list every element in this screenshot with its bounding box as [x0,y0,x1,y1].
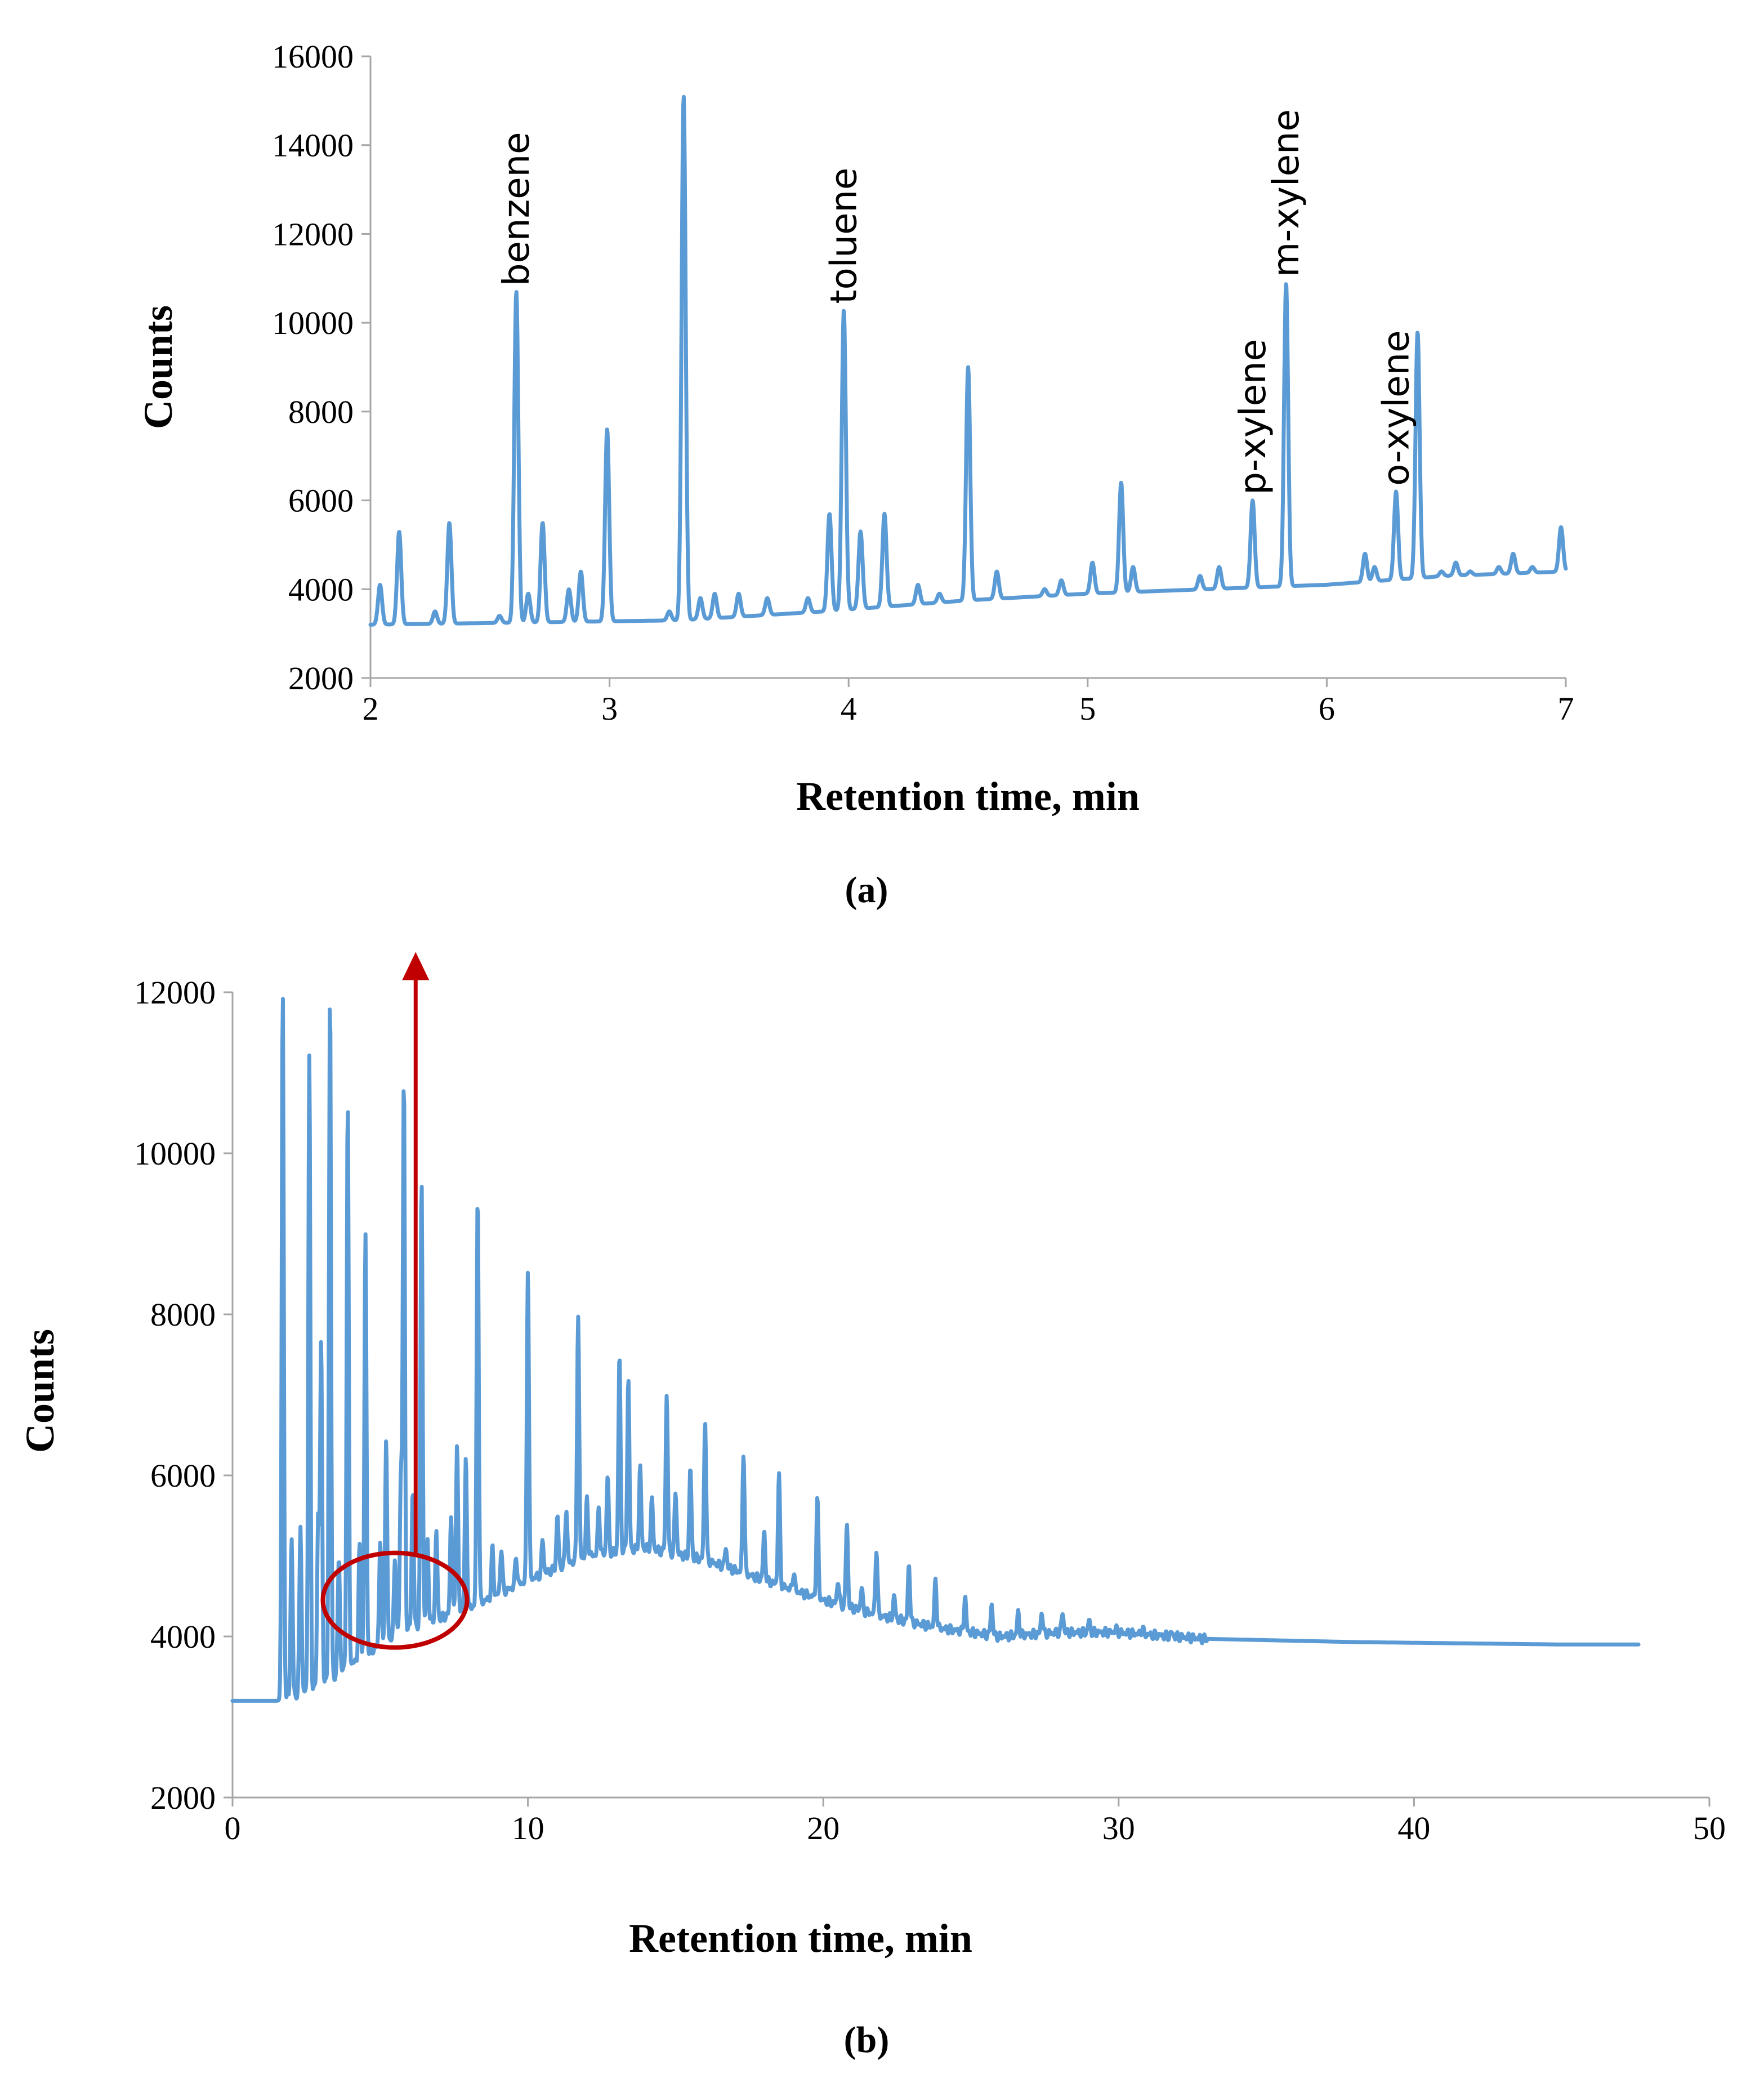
peak-label-m-xylene: m-xylene [1266,109,1307,277]
y-tick-label-a-7: 16000 [272,38,354,75]
y-tick-label-a-6: 14000 [272,127,354,164]
x-tick-label-b-0: 0 [225,1810,241,1846]
peak-annotations-a: benzene toluene p-xylene m-xylene o-xylene [496,109,1418,495]
chart-panel-b: 2000 4000 6000 8000 10000 12000 0 10 20 30 40 50 R… [17,952,1726,2060]
y-tick-label-b-3: 8000 [150,1296,216,1333]
peak-label-benzene: benzene [496,132,538,286]
y-tick-label-b-5: 12000 [134,974,216,1011]
x-axis-title-b: Retention time, min [629,1916,972,1961]
panel-label-a: (a) [845,869,888,911]
y-tick-label-a-5: 12000 [272,216,354,252]
y-tick-label-a-3: 8000 [288,394,354,430]
x-tick-label-a-3: 5 [1079,690,1096,727]
y-axis-b: 2000 4000 6000 8000 10000 12000 [134,974,233,1816]
x-axis-b: 0 10 20 30 40 50 [225,1798,1726,1846]
y-axis-a: 2000 4000 6000 8000 10000 12000 14000 16000 [272,38,370,697]
x-axis-a: 2 3 4 5 6 7 [363,678,1574,727]
y-tick-label-b-1: 4000 [150,1618,216,1655]
highlight-ellipse [320,1550,470,1650]
panel-label-b: (b) [844,2019,890,2060]
series-line-a [368,95,1568,627]
x-tick-label-b-4: 40 [1397,1810,1430,1846]
y-tick-label-b-0: 2000 [150,1779,216,1816]
x-axis-title-a: Retention time, min [796,774,1140,819]
x-tick-label-b-1: 10 [512,1810,544,1846]
x-tick-label-a-4: 6 [1319,690,1335,727]
peak-label-o-xylene: o-xylene [1376,331,1418,486]
y-axis-title-b: Counts [17,1329,62,1453]
peak-label-p-xylene: p-xylene [1232,339,1274,495]
y-tick-label-a-0: 2000 [288,660,354,697]
y-tick-label-b-4: 10000 [134,1135,216,1172]
y-tick-label-a-4: 10000 [272,305,354,341]
series-line-b [230,997,1641,1703]
peak-label-toluene: toluene [824,168,865,304]
highlight-arrow-head [402,952,430,980]
chart-panel-a: 2000 4000 6000 8000 10000 12000 14000 16000 2 3 4… [136,38,1574,911]
x-tick-label-a-2: 4 [841,690,857,727]
x-tick-label-b-5: 50 [1693,1810,1726,1846]
y-axis-title-a: Counts [136,305,181,429]
y-tick-label-a-1: 4000 [288,571,354,608]
x-tick-label-a-0: 2 [363,690,379,727]
x-tick-label-a-5: 7 [1558,690,1574,727]
y-tick-label-b-2: 6000 [150,1457,216,1494]
y-tick-label-a-2: 6000 [288,483,354,519]
x-tick-label-b-2: 20 [807,1810,839,1846]
x-tick-label-a-1: 3 [601,690,618,727]
x-tick-label-b-3: 30 [1102,1810,1135,1846]
